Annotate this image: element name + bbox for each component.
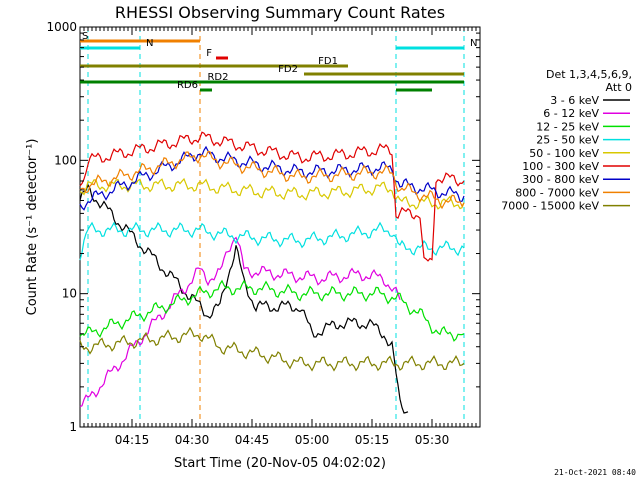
series-line-1 [79, 236, 401, 408]
x-tick-label-3: 05:00 [295, 433, 330, 447]
footer-timestamp: 21-Oct-2021 08:40 [554, 468, 636, 477]
state-bars: S N N F FD1 FD2 RD2 RD6 [80, 31, 477, 92]
state-bar-label-7: RD6 [177, 80, 198, 91]
series-lines [79, 131, 465, 414]
x-tick-label-2: 04:45 [235, 433, 270, 447]
axes: 1 10 100 1000 04:15 04:30 04:45 05:00 05:15 05:30 [46, 20, 481, 447]
y-axis-label: Count Rate (s⁻¹ detector⁻¹) [25, 139, 40, 316]
legend-label-5: 100 - 300 keV [522, 160, 599, 173]
state-bar-label-0: S [82, 31, 88, 42]
legend-label-7: 800 - 7000 keV [515, 186, 599, 199]
y-tick-label-0: 1 [69, 420, 77, 434]
legend-label-8: 7000 - 15000 keV [501, 200, 599, 213]
chart-title: RHESSI Observing Summary Count Rates [115, 3, 445, 22]
y-tick-label-2: 100 [54, 153, 77, 167]
series-line-5 [79, 131, 465, 262]
x-tick-label-5: 05:30 [415, 433, 450, 447]
series-line-0 [79, 183, 409, 414]
vertical-markers [87, 27, 465, 427]
legend-label-2: 12 - 25 keV [536, 120, 599, 133]
series-line-7 [79, 150, 465, 210]
x-axis-label: Start Time (20-Nov-05 04:02:02) [174, 456, 386, 471]
x-tick-label-4: 05:15 [355, 433, 390, 447]
state-bar-label-5: FD2 [278, 64, 298, 75]
series-line-8 [79, 326, 465, 372]
state-bar-label-3: F [206, 48, 212, 59]
state-bar-label-2: N [470, 38, 477, 49]
legend-label-0: 3 - 6 keV [550, 94, 599, 107]
series-line-2 [79, 279, 465, 342]
legend-label-1: 6 - 12 keV [543, 107, 599, 120]
legend-label-6: 300 - 800 keV [522, 173, 599, 186]
series-line-4 [79, 177, 465, 211]
state-bar-label-1: N [146, 38, 153, 49]
legend-header-0: Det 1,3,4,5,6,9, [546, 68, 632, 81]
legend-label-4: 50 - 100 keV [529, 147, 599, 160]
y-tick-label-3: 1000 [46, 20, 77, 34]
x-tick-label-0: 04:15 [115, 433, 150, 447]
state-bar-label-4: FD1 [318, 56, 338, 67]
y-tick-label-1: 10 [62, 287, 77, 301]
series-line-6 [79, 145, 465, 211]
series-line-3 [79, 221, 465, 261]
state-bar-label-6: RD2 [207, 72, 228, 83]
legend-header-1: Att 0 [606, 81, 632, 94]
x-tick-label-1: 04:30 [175, 433, 210, 447]
legend-label-3: 25 - 50 keV [536, 134, 599, 147]
